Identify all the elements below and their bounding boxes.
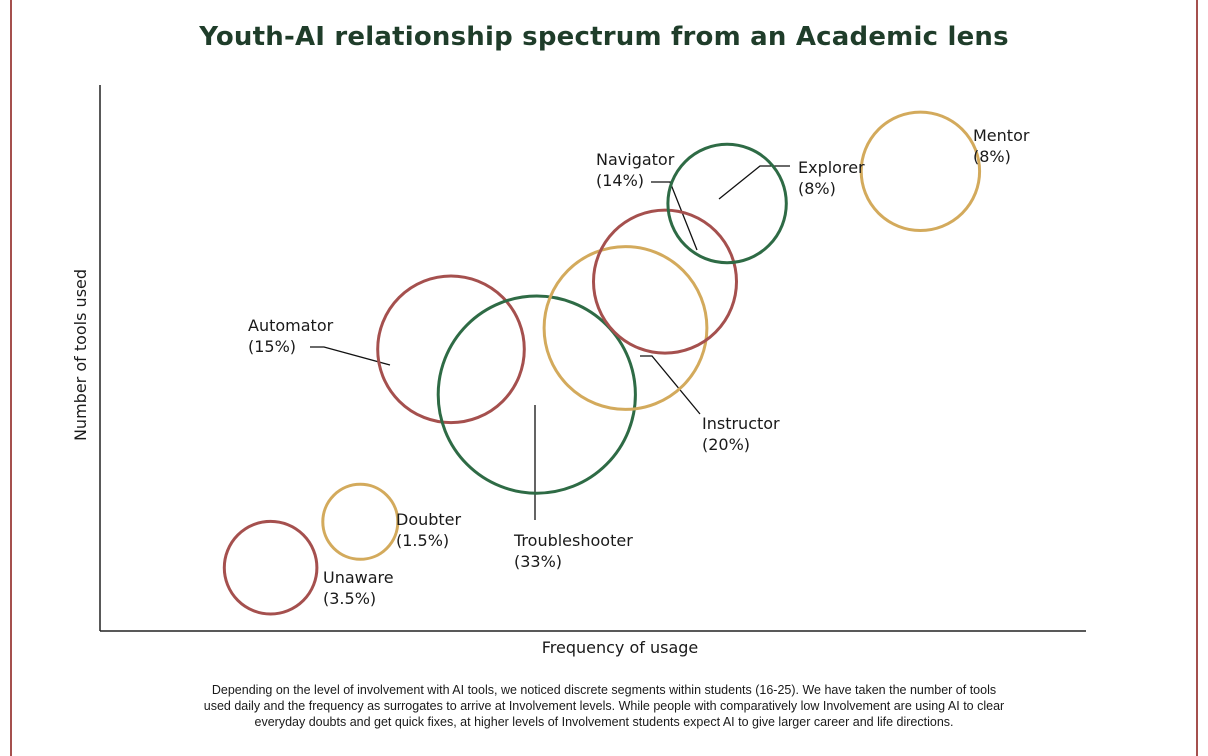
description-caption: Depending on the level of involvement wi… [203, 683, 1005, 729]
bubble-troubleshooter [436, 294, 637, 495]
bubble-explorer [666, 142, 788, 265]
label-instructor-share: (20%) [702, 435, 750, 454]
label-unaware-share: (3.5%) [323, 589, 376, 608]
bubble-navigator [592, 208, 738, 355]
frame-left-border [10, 0, 12, 756]
label-navigator-share: (14%) [596, 171, 644, 190]
label-doubter-name: Doubter [396, 510, 462, 529]
bubbles [222, 110, 982, 616]
label-mentor-share: (8%) [973, 147, 1011, 166]
y-axis-label: Number of tools used [71, 269, 90, 441]
label-mentor-name: Mentor [973, 126, 1030, 145]
bubble-unaware [222, 519, 319, 616]
label-automator-name: Automator [248, 316, 334, 335]
chart-title: Youth-AI relationship spectrum from an A… [199, 22, 1009, 52]
leader-line-explorer [718, 165, 790, 200]
label-troubleshooter-name: Troubleshooter [513, 531, 633, 550]
bubble-doubter [321, 482, 400, 561]
leader-line-navigator [651, 181, 698, 251]
leader-line-automator [310, 346, 391, 366]
label-explorer-share: (8%) [798, 179, 836, 198]
label-unaware-name: Unaware [323, 568, 394, 587]
label-automator-share: (15%) [248, 337, 296, 356]
label-explorer-name: Explorer [798, 158, 865, 177]
leader-lines [310, 165, 790, 520]
x-axis-label: Frequency of usage [542, 638, 699, 657]
bubble-labels: Unaware (3.5%) Doubter (1.5%) Automator (15%)… [248, 126, 1030, 608]
label-navigator-name: Navigator [596, 150, 675, 169]
chart-axes [99, 85, 1086, 632]
bubble-automator [376, 274, 526, 425]
label-doubter-share: (1.5%) [396, 531, 449, 550]
frame-right-border [1196, 0, 1198, 756]
bubble-instructor [542, 245, 709, 411]
bubble-mentor [859, 110, 982, 233]
label-troubleshooter-share: (33%) [514, 552, 562, 571]
label-instructor-name: Instructor [702, 414, 780, 433]
leader-line-instructor [640, 355, 701, 415]
